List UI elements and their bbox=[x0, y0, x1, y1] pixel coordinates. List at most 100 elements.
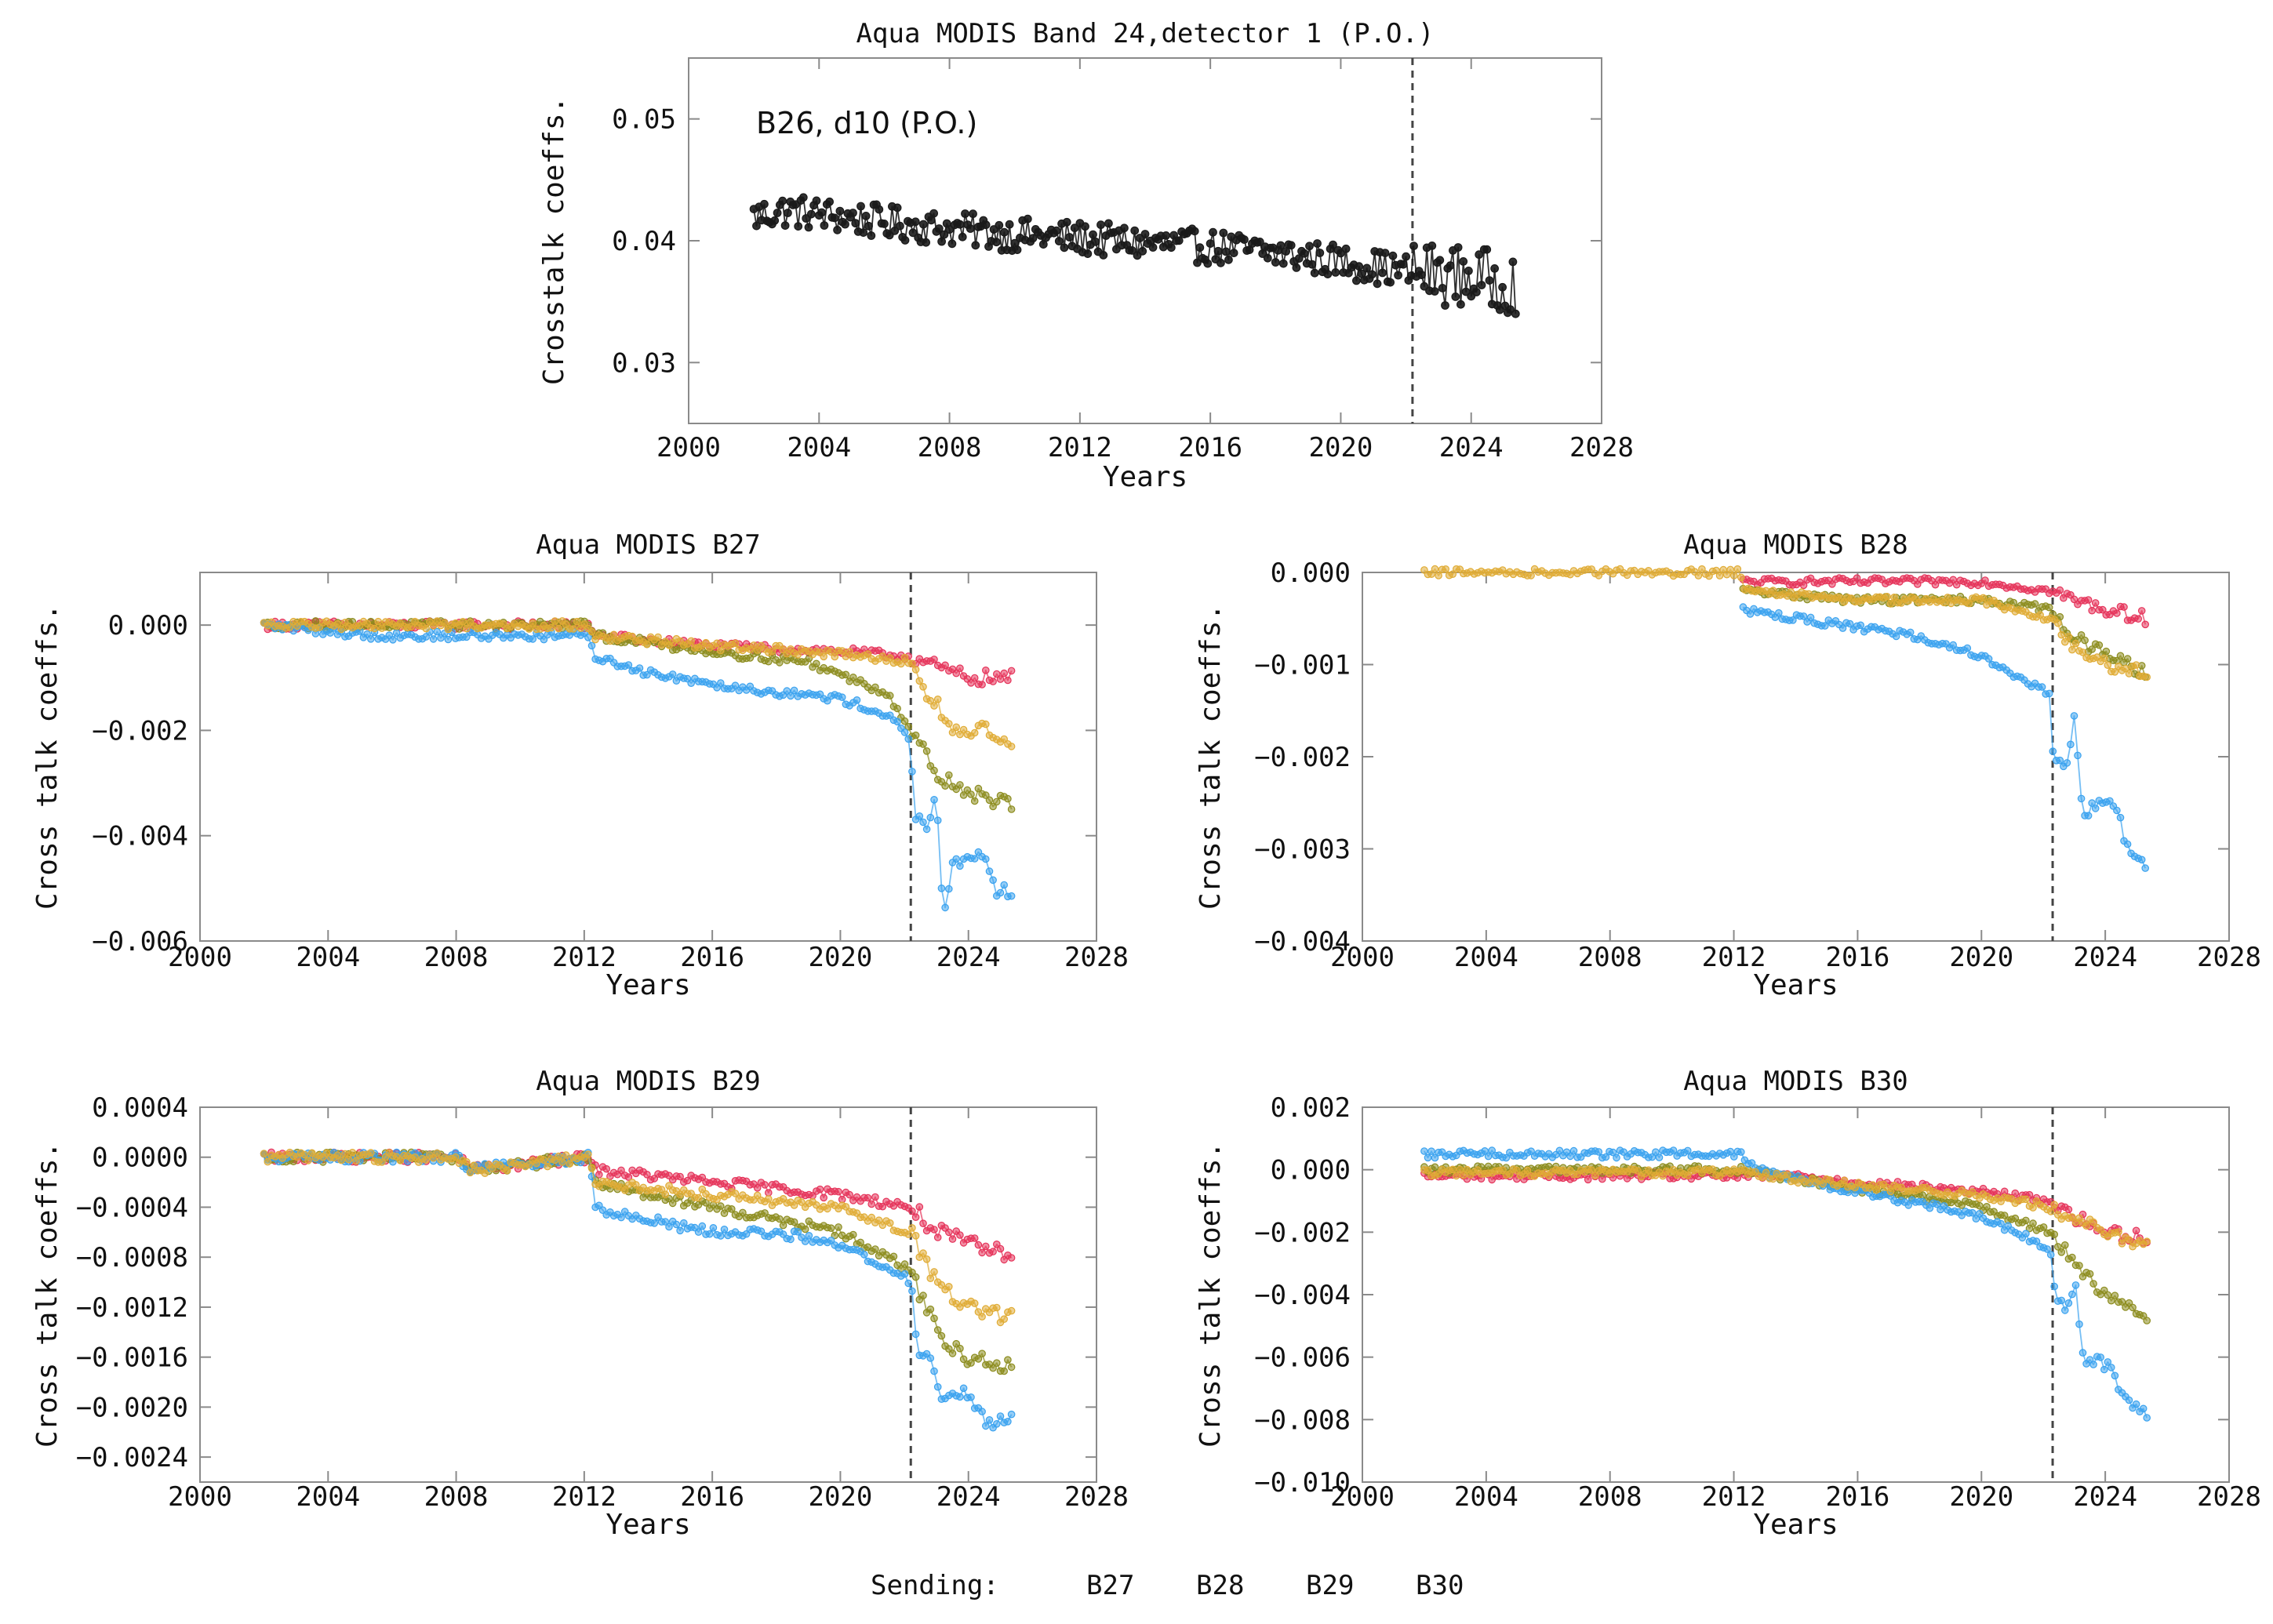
chart-title: Aqua MODIS B29 bbox=[536, 1066, 761, 1097]
data-point bbox=[1004, 676, 1012, 685]
data-point bbox=[941, 903, 949, 912]
data-point bbox=[2095, 641, 2104, 649]
data-point bbox=[617, 1213, 625, 1222]
y-axis-label: Cross talk coeffs. bbox=[1195, 604, 1227, 910]
data-point bbox=[956, 781, 964, 789]
data-point bbox=[1096, 220, 1105, 230]
chart-title: Aqua MODIS B28 bbox=[1683, 529, 1908, 561]
data-point bbox=[2089, 1280, 2097, 1288]
data-point bbox=[2141, 864, 2149, 872]
data-point bbox=[2132, 1226, 2140, 1235]
data-point bbox=[1459, 257, 1468, 266]
data-point bbox=[860, 1251, 868, 1259]
x-tick-label: 2004 bbox=[1454, 942, 1518, 973]
data-point bbox=[879, 220, 889, 228]
data-point bbox=[713, 639, 721, 648]
data-point bbox=[768, 647, 776, 656]
data-point bbox=[2086, 1270, 2094, 1278]
data-point bbox=[1000, 1367, 1008, 1375]
data-point bbox=[2132, 1400, 2140, 1408]
data-point bbox=[540, 1156, 548, 1164]
data-point bbox=[1464, 267, 1473, 275]
data-point bbox=[812, 196, 821, 205]
data-point bbox=[1799, 581, 1808, 590]
data-point bbox=[1402, 252, 1410, 261]
data-point bbox=[2088, 645, 2096, 653]
data-point bbox=[956, 1344, 964, 1353]
y-tick-label: 0.0000 bbox=[92, 1143, 188, 1174]
data-point bbox=[861, 212, 871, 220]
data-point bbox=[2057, 1248, 2066, 1256]
data-point bbox=[937, 237, 946, 246]
data-point bbox=[1508, 257, 1518, 267]
data-point bbox=[1655, 1154, 1664, 1161]
data-point bbox=[2057, 630, 2066, 639]
data-point bbox=[1969, 1208, 1977, 1217]
data-point bbox=[650, 1219, 659, 1227]
data-point bbox=[930, 702, 938, 710]
data-point bbox=[1315, 249, 1325, 257]
data-point bbox=[2097, 1353, 2104, 1361]
data-point bbox=[956, 1393, 964, 1401]
data-point bbox=[1979, 594, 1988, 602]
data-point bbox=[1007, 1254, 1016, 1262]
data-point bbox=[374, 617, 382, 626]
data-point bbox=[555, 624, 562, 633]
data-point bbox=[1209, 227, 1217, 237]
data-point bbox=[871, 1193, 879, 1201]
data-point bbox=[1471, 288, 1481, 296]
data-point bbox=[1853, 574, 1861, 582]
data-point bbox=[1054, 237, 1064, 245]
x-tick-label: 2016 bbox=[1825, 942, 1889, 973]
data-point bbox=[1004, 1356, 1012, 1364]
x-tick-label: 2000 bbox=[168, 942, 232, 973]
data-point bbox=[982, 791, 990, 799]
data-point bbox=[462, 624, 471, 633]
data-point bbox=[886, 1219, 894, 1227]
data-point bbox=[1119, 223, 1129, 233]
data-point bbox=[1203, 259, 1213, 268]
data-point bbox=[922, 747, 931, 755]
data-point bbox=[1886, 1187, 1895, 1196]
data-point bbox=[787, 692, 795, 700]
data-point bbox=[1453, 243, 1463, 252]
data-point bbox=[661, 1190, 670, 1198]
y-tick-label: −0.002 bbox=[92, 715, 188, 747]
data-point bbox=[1005, 220, 1014, 229]
data-point bbox=[1386, 278, 1395, 287]
data-point bbox=[890, 227, 900, 235]
data-point bbox=[945, 225, 954, 234]
data-point bbox=[2022, 1230, 2030, 1237]
data-point bbox=[304, 1157, 312, 1164]
x-tick-label: 2004 bbox=[787, 432, 851, 463]
data-point bbox=[1065, 233, 1074, 242]
data-point bbox=[911, 1273, 920, 1281]
data-point bbox=[1219, 228, 1228, 238]
data-point bbox=[996, 1412, 1005, 1420]
data-point bbox=[764, 1195, 773, 1203]
data-point bbox=[787, 1235, 795, 1244]
data-point bbox=[1070, 223, 1079, 233]
data-point bbox=[731, 681, 740, 689]
data-point bbox=[982, 1422, 990, 1430]
data-point bbox=[996, 1244, 1005, 1253]
data-point bbox=[904, 1279, 912, 1288]
data-point bbox=[908, 228, 918, 238]
x-tick-label: 2000 bbox=[168, 1481, 232, 1513]
data-point bbox=[1694, 572, 1703, 579]
x-tick-label: 2024 bbox=[2073, 942, 2137, 973]
x-tick-label: 2012 bbox=[552, 1481, 616, 1513]
x-tick-label: 2016 bbox=[1825, 1481, 1889, 1513]
data-point bbox=[835, 1187, 842, 1196]
data-point bbox=[481, 1169, 489, 1177]
y-tick-label: −0.0016 bbox=[76, 1342, 188, 1374]
chart-top: Aqua MODIS Band 24,detector 1 (P.O.) 2000… bbox=[538, 18, 1634, 493]
data-point bbox=[2049, 747, 2057, 755]
x-tick-label: 2020 bbox=[808, 1481, 872, 1513]
data-point bbox=[2141, 620, 2149, 629]
x-tick-label: 2016 bbox=[680, 1481, 744, 1513]
data-point bbox=[945, 1283, 953, 1291]
data-point bbox=[1355, 262, 1364, 271]
data-point bbox=[904, 1230, 912, 1238]
data-point bbox=[956, 664, 964, 672]
